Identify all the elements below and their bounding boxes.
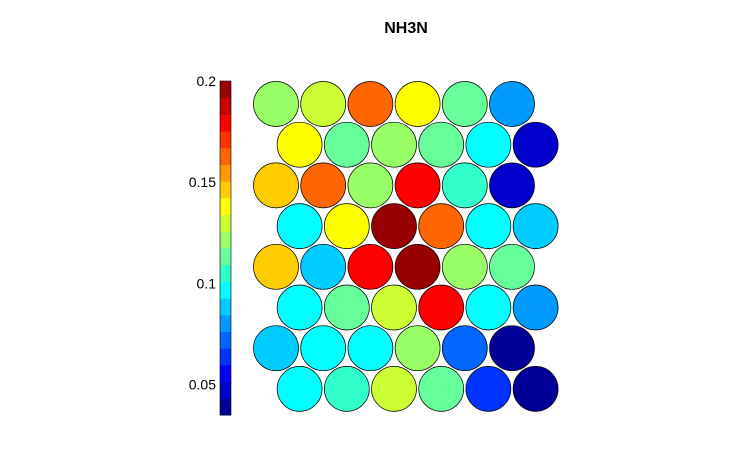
som-cell <box>300 243 347 290</box>
colorbar-segment <box>220 231 231 249</box>
som-cell <box>253 243 299 290</box>
som-cell <box>441 162 488 209</box>
som-cell <box>489 162 535 209</box>
colorbar-frame <box>219 80 232 416</box>
colorbar-segment <box>220 398 231 416</box>
som-cell <box>347 162 394 209</box>
colorbar-ticks: 0.05 0.1 0.15 0.2 <box>189 73 216 393</box>
colorbar-segment <box>220 298 231 316</box>
colorbar-segment <box>220 197 231 216</box>
colorbar-tick-label: 0.15 <box>189 174 216 190</box>
som-cell <box>465 203 512 249</box>
som-cell <box>394 325 441 372</box>
som-cell <box>512 203 559 249</box>
colorbar-segment <box>220 164 231 182</box>
som-cell <box>465 284 512 331</box>
som-cell <box>418 121 465 168</box>
colorbar-segment <box>220 97 231 115</box>
som-cell <box>347 325 394 372</box>
som-cell <box>465 121 512 168</box>
colorbar-segment <box>220 248 231 266</box>
colorbar-segment <box>220 281 231 299</box>
som-cell <box>323 284 370 331</box>
colorbar-segment <box>220 264 231 282</box>
som-cell <box>276 203 323 249</box>
som-cell <box>323 121 370 168</box>
som-cell <box>441 243 488 290</box>
colorbar-segment <box>220 348 231 366</box>
som-cell <box>276 121 323 168</box>
som-cell <box>276 366 323 412</box>
som-cell <box>323 366 370 412</box>
chart-title: NH3N <box>384 20 428 37</box>
colorbar <box>219 80 232 416</box>
colorbar-segment <box>220 331 231 349</box>
colorbar-segment <box>220 181 231 199</box>
colorbar-segment <box>220 364 231 383</box>
colorbar-segment <box>220 381 231 399</box>
som-cell <box>347 81 394 127</box>
colorbar-segment <box>220 314 231 332</box>
som-cell <box>489 81 535 127</box>
som-cell <box>489 325 535 372</box>
som-cell <box>441 81 488 127</box>
colorbar-segment <box>220 214 231 232</box>
som-cell <box>465 366 512 412</box>
som-cell <box>253 81 299 127</box>
som-cell <box>300 81 347 127</box>
som-cell <box>371 121 417 168</box>
colorbar-segment <box>220 131 231 149</box>
som-cell <box>300 162 347 209</box>
colorbar-segment <box>220 147 231 165</box>
som-cell <box>394 243 441 290</box>
som-cell <box>394 162 441 209</box>
som-cell <box>489 243 535 290</box>
som-cell <box>394 81 441 127</box>
som-cell <box>300 325 347 372</box>
som-cell <box>371 203 417 249</box>
colorbar-tick-label: 0.2 <box>197 73 217 89</box>
colorbar-tick-label: 0.05 <box>189 377 216 393</box>
som-cell <box>253 162 299 209</box>
som-cell <box>441 325 488 372</box>
som-cell <box>276 284 323 331</box>
som-cell <box>371 284 417 331</box>
colorbar-segment <box>220 114 231 132</box>
som-cell <box>418 284 465 331</box>
som-cell <box>512 284 559 331</box>
som-cell <box>418 366 465 412</box>
som-cell <box>371 366 417 412</box>
som-cell <box>418 203 465 249</box>
som-cell <box>323 203 370 249</box>
som-cell <box>512 121 559 168</box>
colorbar-tick-label: 0.1 <box>197 275 217 291</box>
som-cell <box>347 243 394 290</box>
colorbar-segment <box>220 81 231 99</box>
som-cell <box>512 366 559 412</box>
som-cell <box>253 325 299 372</box>
som-cells <box>253 81 559 412</box>
